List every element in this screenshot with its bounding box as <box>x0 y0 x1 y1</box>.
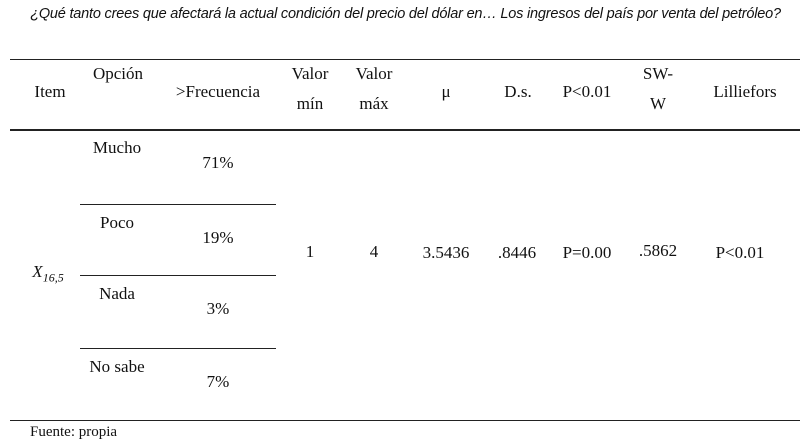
header: >Frecuencia <box>175 82 261 101</box>
stat: P=0.00 <box>562 243 612 262</box>
footer: Fuente: propia <box>30 424 118 440</box>
option: No sabe <box>89 357 145 376</box>
stat: 1 <box>305 242 315 261</box>
row-rule <box>80 348 276 349</box>
stat: .5862 <box>638 241 678 260</box>
header: D.s. <box>504 82 532 101</box>
row-rule <box>80 275 276 276</box>
header: Lilliefors <box>713 82 777 101</box>
header-rule <box>10 129 800 131</box>
item-sub: 16,5 <box>42 270 64 285</box>
top-rule <box>10 59 800 60</box>
frequency: 3% <box>206 299 230 318</box>
row-rule <box>80 204 276 205</box>
stat: .8446 <box>497 243 537 262</box>
option: Nada <box>99 284 135 303</box>
header: SW-W <box>642 64 674 113</box>
header: Valor máx <box>355 64 393 113</box>
header: P<0.01 <box>562 82 612 101</box>
header: Valor mín <box>291 64 329 113</box>
option: Mucho <box>92 138 142 157</box>
bottom-rule <box>10 420 800 421</box>
item-base: X <box>32 262 43 281</box>
header: Item <box>34 82 66 101</box>
header: Opción <box>92 64 144 83</box>
item: X16,5 <box>18 257 78 292</box>
stat: 3.5436 <box>422 243 470 262</box>
frequency: 19% <box>202 228 234 247</box>
stat: 4 <box>369 242 379 261</box>
frequency: 71% <box>202 153 234 172</box>
header: μ <box>441 82 451 101</box>
title: ¿Qué tanto crees que afectará la actual … <box>30 6 781 22</box>
option: Poco <box>100 213 134 232</box>
stat: P<0.01 <box>715 243 765 262</box>
frequency: 7% <box>206 372 230 391</box>
